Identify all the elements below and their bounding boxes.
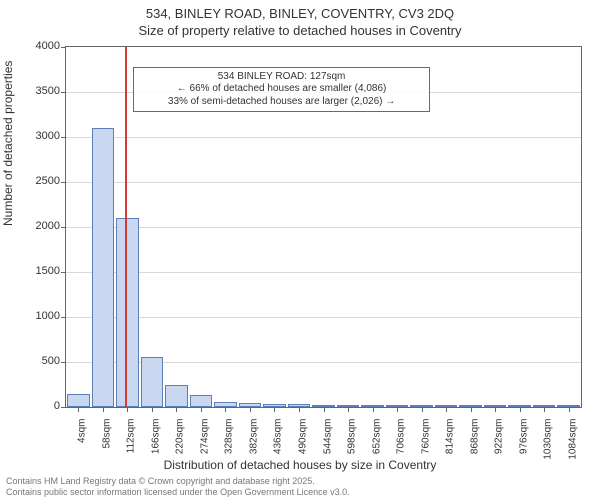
plot-area: 4sqm58sqm112sqm166sqm220sqm274sqm328sqm3… xyxy=(65,46,582,408)
xtick-mark xyxy=(520,407,521,412)
ytick-mark xyxy=(61,92,66,93)
ytick-label: 4000 xyxy=(10,40,60,52)
ytick-label: 500 xyxy=(10,355,60,367)
xtick-label: 1030sqm xyxy=(543,419,554,460)
xtick-mark xyxy=(397,407,398,412)
xtick-mark xyxy=(152,407,153,412)
histogram-bar xyxy=(165,385,188,407)
x-axis-label: Distribution of detached houses by size … xyxy=(0,458,600,472)
xtick-mark xyxy=(446,407,447,412)
gridline xyxy=(66,227,581,228)
attribution: Contains HM Land Registry data © Crown c… xyxy=(6,476,350,498)
xtick-label: 760sqm xyxy=(420,419,431,455)
xtick-mark xyxy=(225,407,226,412)
annotation-line2: ← 66% of detached houses are smaller (4,… xyxy=(140,83,423,96)
histogram-bar xyxy=(92,128,115,407)
attribution-line1: Contains HM Land Registry data © Crown c… xyxy=(6,476,350,487)
xtick-label: 490sqm xyxy=(297,419,308,455)
annotation-line1: 534 BINLEY ROAD: 127sqm xyxy=(140,71,423,84)
xtick-label: 4sqm xyxy=(77,419,88,443)
xtick-label: 112sqm xyxy=(126,419,137,454)
xtick-mark xyxy=(495,407,496,412)
attribution-line2: Contains public sector information licen… xyxy=(6,487,350,498)
chart-container: 534, BINLEY ROAD, BINLEY, COVENTRY, CV3 … xyxy=(0,0,600,500)
xtick-label: 976sqm xyxy=(518,419,529,455)
xtick-label: 868sqm xyxy=(469,419,480,455)
ytick-label: 3500 xyxy=(10,85,60,97)
chart-titles: 534, BINLEY ROAD, BINLEY, COVENTRY, CV3 … xyxy=(0,0,600,40)
xtick-mark xyxy=(127,407,128,412)
ytick-mark xyxy=(61,47,66,48)
xtick-mark xyxy=(422,407,423,412)
xtick-mark xyxy=(274,407,275,412)
xtick-mark xyxy=(569,407,570,412)
gridline xyxy=(66,272,581,273)
xtick-mark xyxy=(324,407,325,412)
xtick-label: 544sqm xyxy=(322,419,333,455)
annotation-box: 534 BINLEY ROAD: 127sqm← 66% of detached… xyxy=(133,67,430,113)
xtick-label: 58sqm xyxy=(101,419,112,449)
histogram-bar xyxy=(141,357,164,407)
gridline xyxy=(66,317,581,318)
xtick-mark xyxy=(201,407,202,412)
xtick-label: 382sqm xyxy=(248,419,259,455)
histogram-bar xyxy=(190,395,213,407)
ytick-label: 3000 xyxy=(10,130,60,142)
xtick-mark xyxy=(544,407,545,412)
xtick-label: 814sqm xyxy=(445,419,456,455)
xtick-label: 328sqm xyxy=(224,419,235,455)
xtick-label: 922sqm xyxy=(494,419,505,455)
xtick-mark xyxy=(299,407,300,412)
xtick-label: 166sqm xyxy=(150,419,161,455)
xtick-label: 652sqm xyxy=(371,419,382,455)
ytick-mark xyxy=(61,137,66,138)
chart-title-line1: 534, BINLEY ROAD, BINLEY, COVENTRY, CV3 … xyxy=(0,6,600,23)
histogram-bar xyxy=(116,218,139,407)
ytick-label: 2000 xyxy=(10,220,60,232)
xtick-label: 1084sqm xyxy=(567,419,578,460)
xtick-mark xyxy=(348,407,349,412)
xtick-label: 598sqm xyxy=(347,419,358,455)
xtick-mark xyxy=(78,407,79,412)
ytick-mark xyxy=(61,272,66,273)
ytick-label: 1500 xyxy=(10,265,60,277)
xtick-mark xyxy=(103,407,104,412)
ytick-mark xyxy=(61,362,66,363)
xtick-label: 706sqm xyxy=(396,419,407,455)
chart-title-line2: Size of property relative to detached ho… xyxy=(0,23,600,40)
ytick-mark xyxy=(61,182,66,183)
ytick-mark xyxy=(61,317,66,318)
ytick-mark xyxy=(61,407,66,408)
xtick-label: 220sqm xyxy=(175,419,186,455)
ytick-label: 2500 xyxy=(10,175,60,187)
xtick-mark xyxy=(471,407,472,412)
ytick-label: 0 xyxy=(10,400,60,412)
ytick-mark xyxy=(61,227,66,228)
xtick-mark xyxy=(373,407,374,412)
gridline xyxy=(66,182,581,183)
xtick-mark xyxy=(250,407,251,412)
gridline xyxy=(66,137,581,138)
reference-line xyxy=(125,47,127,407)
xtick-label: 436sqm xyxy=(273,419,284,455)
ytick-label: 1000 xyxy=(10,310,60,322)
xtick-mark xyxy=(176,407,177,412)
histogram-bar xyxy=(67,394,90,408)
annotation-line3: 33% of semi-detached houses are larger (… xyxy=(140,96,423,109)
xtick-label: 274sqm xyxy=(199,419,210,455)
